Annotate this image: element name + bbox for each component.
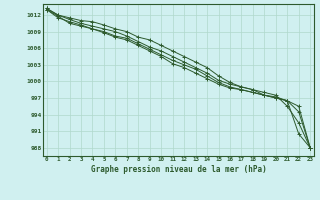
X-axis label: Graphe pression niveau de la mer (hPa): Graphe pression niveau de la mer (hPa) bbox=[91, 165, 266, 174]
